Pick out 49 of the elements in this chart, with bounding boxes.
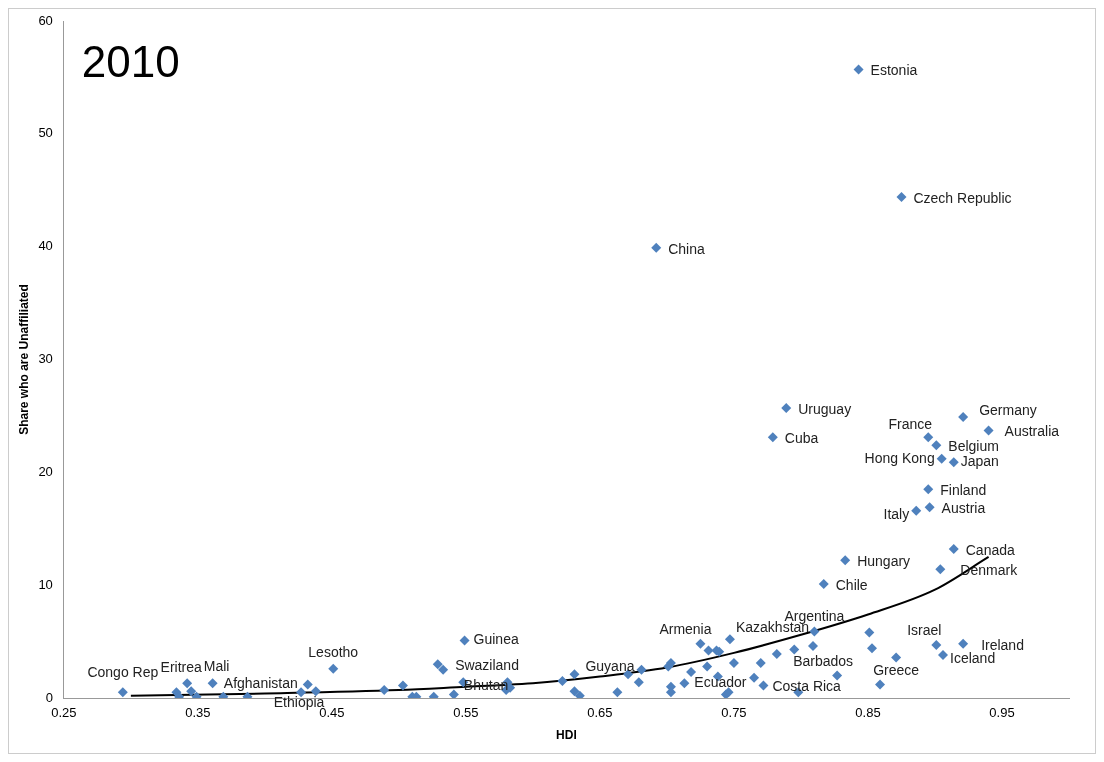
annotation: Cuba <box>784 430 819 447</box>
y-axis-title: Share who are Unaffiliated <box>16 284 31 435</box>
annotation: Afghanistan <box>223 675 298 692</box>
y-tick-label: 10 <box>38 576 53 592</box>
annotation: Barbados <box>793 652 854 669</box>
annotation: Guinea <box>473 631 519 648</box>
chart-title: 2010 <box>81 37 180 87</box>
x-tick-label: 0.55 <box>453 705 479 721</box>
x-tick-label: 0.85 <box>855 705 881 721</box>
annotation: Canada <box>965 541 1015 558</box>
annotation: Italy <box>883 505 910 522</box>
annotation: Armenia <box>659 621 712 638</box>
annotation: Hong Kong <box>864 449 935 466</box>
annotation: Japan <box>960 453 999 470</box>
annotation: Ecuador <box>694 674 747 691</box>
y-tick-label: 50 <box>38 125 53 141</box>
y-tick-label: 20 <box>38 463 53 479</box>
y-tick-label: 40 <box>38 238 53 254</box>
annotation: Hungary <box>857 553 911 570</box>
annotation: Finland <box>940 482 987 499</box>
annotation: Israel <box>907 621 942 638</box>
annotation: Costa Rica <box>772 677 842 694</box>
x-tick-label: 0.65 <box>587 705 613 721</box>
x-axis-title: HDI <box>556 728 577 743</box>
x-tick-label: 0.25 <box>51 705 77 721</box>
y-tick-label: 60 <box>38 12 53 28</box>
annotation: Estonia <box>870 62 918 79</box>
annotation: Belgium <box>948 438 999 455</box>
annotation: Swaziland <box>455 656 519 673</box>
annotation: Mali <box>203 658 230 675</box>
annotation: China <box>668 240 706 257</box>
annotation: Congo Rep <box>87 663 159 680</box>
y-tick-label: 0 <box>45 689 53 705</box>
y-tick-label: 30 <box>38 351 53 367</box>
annotation: Germany <box>979 401 1037 418</box>
annotation: Australia <box>1004 423 1060 440</box>
annotation: Greece <box>873 662 920 679</box>
annotation: Uruguay <box>798 400 852 417</box>
annotation: France <box>888 416 933 433</box>
x-tick-label: 0.75 <box>721 705 747 721</box>
x-tick-label: 0.95 <box>989 705 1015 721</box>
annotation: Guyana <box>585 658 635 675</box>
annotation: Eritrea <box>160 659 202 676</box>
annotation: Austria <box>941 500 986 517</box>
annotation: Lesotho <box>308 643 359 660</box>
annotation: Chile <box>835 576 868 593</box>
annotation: Czech Republic <box>913 189 1012 206</box>
annotation: Ethiopia <box>273 694 325 711</box>
x-tick-label: 0.35 <box>185 705 211 721</box>
